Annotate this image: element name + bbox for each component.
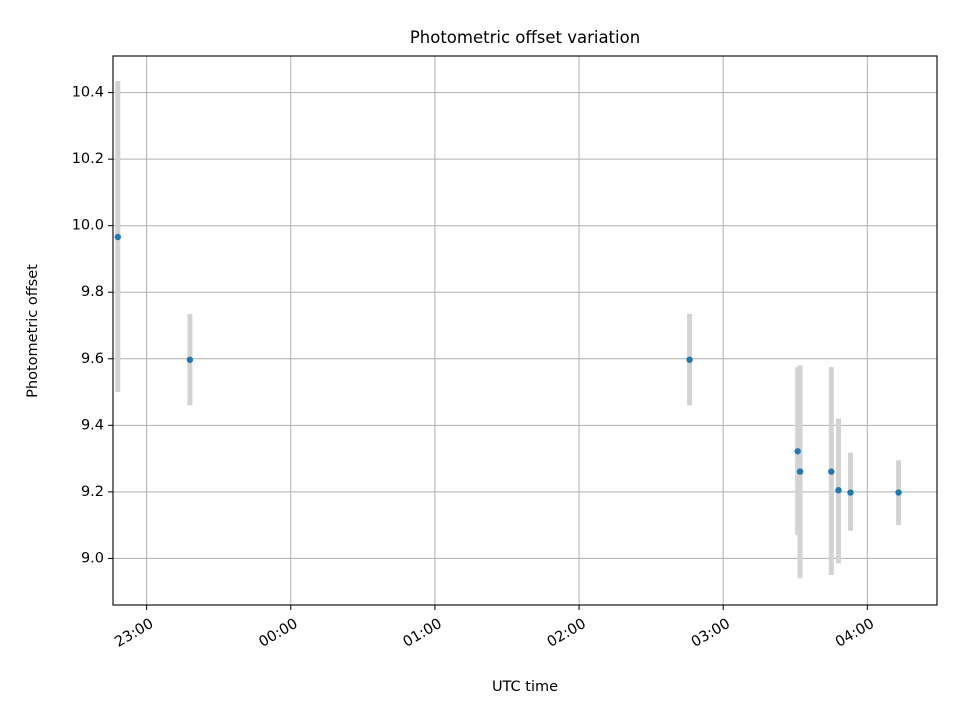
y-tick-label: 10.4 bbox=[72, 85, 104, 101]
data-point bbox=[835, 487, 842, 494]
x-tick-label: 04:00 bbox=[833, 616, 877, 651]
x-tick-label: 03:00 bbox=[689, 616, 733, 651]
data-point bbox=[686, 356, 693, 363]
error-bars bbox=[115, 80, 902, 579]
data-point bbox=[114, 233, 122, 241]
x-tick-label: 23:00 bbox=[112, 616, 156, 651]
data-point bbox=[828, 468, 835, 475]
data-point bbox=[847, 489, 854, 496]
y-tick-label: 9.8 bbox=[81, 284, 104, 300]
y-tick-label: 9.4 bbox=[81, 417, 104, 433]
y-axis-label: Photometric offset bbox=[25, 264, 41, 398]
data-points bbox=[114, 233, 902, 496]
y-axis-ticks: 9.0 9.2 9.4 9.6 9.8 10.0 10.2 10.4 bbox=[72, 85, 113, 566]
data-point bbox=[895, 489, 902, 496]
x-tick-label: 00:00 bbox=[256, 616, 300, 651]
x-axis-ticks: 23:00 00:00 01:00 02:00 03:00 04:00 bbox=[112, 605, 877, 651]
y-tick-label: 9.2 bbox=[81, 484, 104, 500]
x-tick-label: 01:00 bbox=[401, 616, 445, 651]
y-tick-label: 10.0 bbox=[72, 218, 104, 234]
y-tick-label: 10.2 bbox=[72, 151, 104, 167]
grid-lines bbox=[113, 56, 937, 605]
y-tick-label: 9.0 bbox=[81, 550, 104, 566]
data-point bbox=[796, 468, 804, 475]
chart-title: Photometric offset variation bbox=[410, 28, 640, 47]
y-tick-label: 9.6 bbox=[81, 351, 104, 367]
x-tick-label: 02:00 bbox=[545, 616, 589, 651]
data-point bbox=[794, 448, 801, 455]
x-axis-label: UTC time bbox=[492, 679, 558, 695]
data-point bbox=[186, 356, 194, 363]
plot-area-frame bbox=[112, 55, 938, 606]
